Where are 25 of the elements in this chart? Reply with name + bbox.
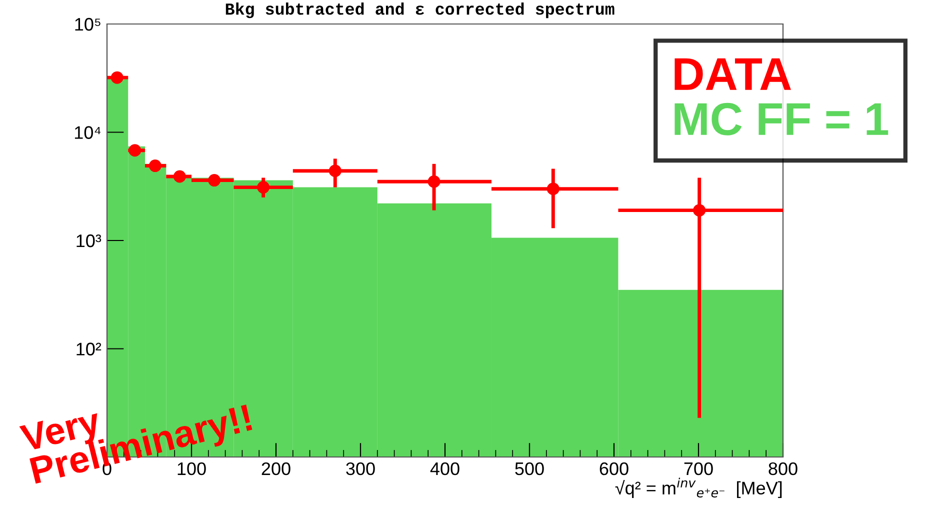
point — [257, 181, 270, 194]
y-tick-label: 10⁵ — [75, 18, 100, 31]
point — [173, 170, 186, 183]
x-tick-label: 500 — [515, 462, 544, 476]
point — [208, 174, 221, 187]
point — [148, 160, 162, 172]
x-tick-label: 800 — [768, 462, 798, 476]
x-tick-label: 400 — [430, 462, 460, 476]
point — [328, 164, 342, 178]
point — [428, 175, 440, 188]
chart-title: Bkg subtracted and ε corrected spectrum — [226, 2, 614, 18]
text: DATA — [674, 58, 791, 90]
point — [110, 71, 124, 84]
point — [128, 144, 142, 157]
y-tick-label: 10² — [76, 342, 102, 356]
point — [546, 182, 560, 196]
x-tick-label: 200 — [262, 462, 290, 476]
x-tick-label: 300 — [346, 462, 375, 476]
x-axis-title: √q² = m$^{inv}$$_{e⁺e⁻}$ [MeV] — [615, 478, 782, 498]
x-tick-label: 700 — [684, 462, 713, 476]
x-tick-label: 600 — [600, 462, 628, 476]
y-tick-label: 10⁴ — [74, 126, 101, 139]
y-tick-label: 10³ — [76, 234, 102, 248]
text: MC FF = 1 — [674, 102, 888, 136]
point — [693, 204, 706, 217]
